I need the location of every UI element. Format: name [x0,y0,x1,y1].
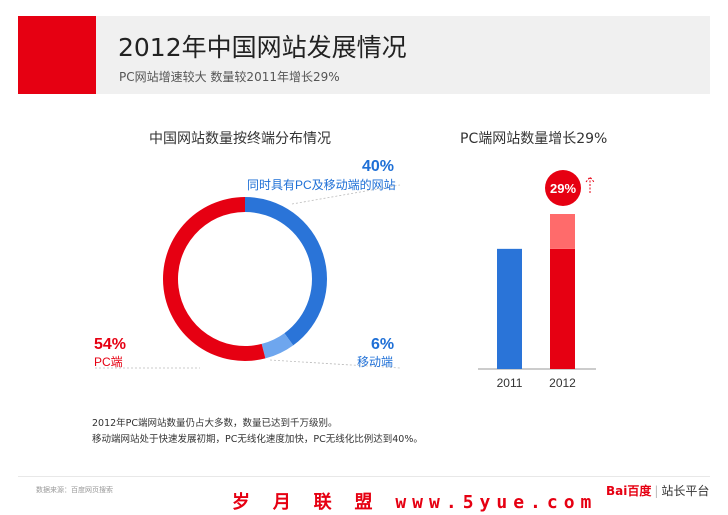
growth-badge [545,170,581,206]
slice-label-pc-name: PC端 [94,355,123,369]
bar-chart-title: PC端网站数量增长29% [460,131,608,147]
donut-slice-2 [163,197,266,361]
watermark: 岁 月 联 盟 www.5yue.com [232,492,598,513]
header-band [96,16,710,94]
header-accent-block [18,16,96,94]
bar-2011 [497,248,522,369]
x-tick-label: 2011 [497,376,523,390]
bar-chart: 2011 2012 29% [478,170,596,390]
note-line: 2012年PC端网站数量仍占大多数，数量已达到千万级别。 [92,418,338,429]
page-title: 2012年中国网站发展情况 [118,33,407,62]
donut-chart [163,197,327,361]
growth-badge-label: 29% [550,181,576,196]
slice-label-mobile-name: 移动端 [357,355,394,369]
bar-increment-2012 [550,214,575,249]
donut-slice-0 [245,197,327,346]
brand-platform: 站长平台 [661,484,710,498]
slice-label-pc-pct: 54% [94,336,127,353]
bar-2012 [550,248,575,369]
brand-separator: | [654,484,659,498]
slice-label-both-name: 同时具有PC及移动端的网站 [247,178,396,192]
page-subtitle: PC网站增速较大 数量较2011年增长29% [119,70,340,84]
data-source: 数据来源：百度网页搜索 [36,486,113,494]
donut-chart-title: 中国网站数量按终端分布情况 [149,131,331,147]
note-line: 移动端网站处于快速发展初期，PC无线化速度加快，PC无线化比例达到40%。 [92,434,423,445]
baidu-logo: Bai百度 | 站长平台 [606,482,709,499]
growth-arrow-icon [585,176,595,193]
slice-label-both-pct: 40% [362,158,395,175]
leader-line-mobile [269,359,401,369]
slice-label-mobile-pct: 6% [371,336,395,353]
notes: 2012年PC端网站数量仍占大多数，数量已达到千万级别。 移动端网站处于快速发展… [92,416,423,448]
divider [18,476,710,477]
donut-slice-1 [261,333,294,359]
brand-logo-text: Bai百度 [606,484,652,498]
x-tick-label: 2012 [549,376,576,390]
